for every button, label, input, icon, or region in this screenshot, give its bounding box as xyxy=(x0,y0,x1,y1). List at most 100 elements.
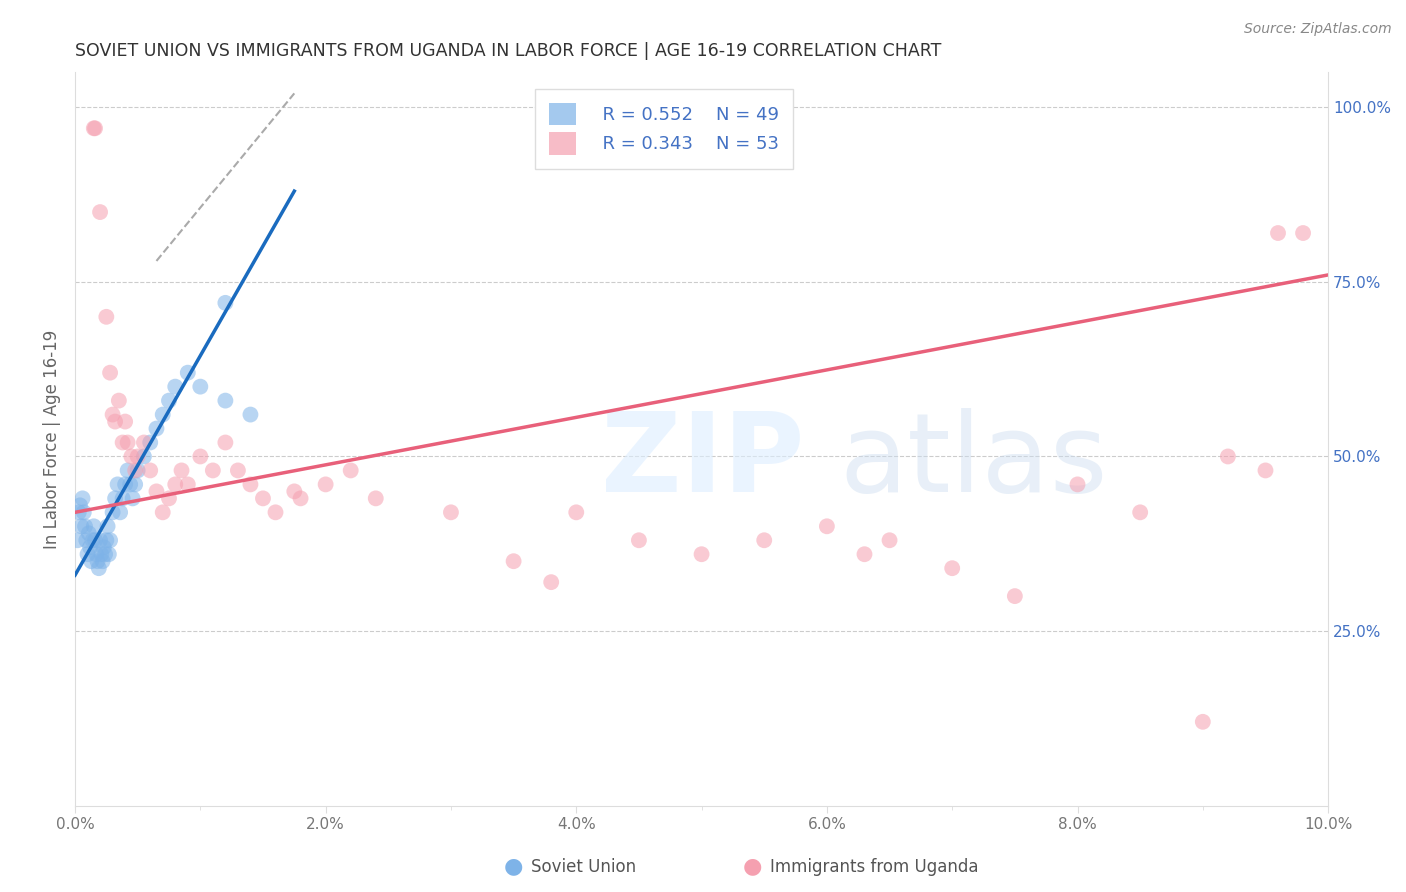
Text: ●: ● xyxy=(742,856,762,876)
Point xyxy=(93,540,115,554)
Point xyxy=(72,491,94,506)
Point xyxy=(67,505,90,519)
Point xyxy=(127,450,149,464)
Point xyxy=(83,121,105,136)
Text: ZIP: ZIP xyxy=(602,408,804,515)
Text: SOVIET UNION VS IMMIGRANTS FROM UGANDA IN LABOR FORCE | AGE 16-19 CORRELATION CH: SOVIET UNION VS IMMIGRANTS FROM UGANDA I… xyxy=(75,42,942,60)
Point xyxy=(152,408,174,422)
Point xyxy=(1129,505,1152,519)
Point xyxy=(132,435,155,450)
Point xyxy=(86,554,108,568)
Point xyxy=(152,505,174,519)
Point xyxy=(165,379,187,393)
Point xyxy=(94,547,117,561)
Text: Source: ZipAtlas.com: Source: ZipAtlas.com xyxy=(1244,22,1392,37)
Point xyxy=(1254,463,1277,477)
Point xyxy=(108,393,131,408)
Point xyxy=(70,519,93,533)
Point xyxy=(84,533,107,548)
Point xyxy=(132,450,155,464)
Point xyxy=(89,205,111,219)
Point xyxy=(111,435,134,450)
Point xyxy=(941,561,963,575)
Point xyxy=(139,435,162,450)
Point xyxy=(127,463,149,477)
Point xyxy=(114,415,136,429)
Point xyxy=(440,505,463,519)
Point xyxy=(188,450,211,464)
Point xyxy=(1191,714,1213,729)
Point xyxy=(177,366,200,380)
Point xyxy=(239,408,262,422)
Point xyxy=(157,491,180,506)
Point xyxy=(79,540,101,554)
Point xyxy=(201,463,224,477)
Point xyxy=(1292,226,1315,240)
Point xyxy=(170,463,193,477)
Point xyxy=(565,505,588,519)
Point xyxy=(540,575,562,590)
Point xyxy=(264,505,287,519)
Point xyxy=(117,463,139,477)
Point xyxy=(107,477,129,491)
Point xyxy=(91,554,114,568)
Point xyxy=(96,310,118,324)
Point xyxy=(124,463,146,477)
Point xyxy=(690,547,713,561)
Point xyxy=(101,408,124,422)
Point xyxy=(239,477,262,491)
Text: Soviet Union: Soviet Union xyxy=(531,858,637,876)
Point xyxy=(117,435,139,450)
Point xyxy=(73,505,96,519)
Point xyxy=(339,463,361,477)
Point xyxy=(101,505,124,519)
Y-axis label: In Labor Force | Age 16-19: In Labor Force | Age 16-19 xyxy=(44,329,60,549)
Point xyxy=(98,366,121,380)
Point xyxy=(502,554,524,568)
Point xyxy=(226,463,249,477)
Point xyxy=(80,554,103,568)
Point xyxy=(73,519,96,533)
Point xyxy=(96,533,118,548)
Point xyxy=(145,421,167,435)
Point xyxy=(120,477,142,491)
Point xyxy=(165,477,187,491)
Point xyxy=(1066,477,1088,491)
Point xyxy=(627,533,650,548)
Point xyxy=(76,547,98,561)
Point xyxy=(82,533,104,548)
Point xyxy=(86,547,108,561)
Point xyxy=(83,519,105,533)
Text: Immigrants from Uganda: Immigrants from Uganda xyxy=(770,858,979,876)
Point xyxy=(124,477,146,491)
Point xyxy=(111,491,134,506)
Text: atlas: atlas xyxy=(839,408,1108,515)
Point xyxy=(84,121,107,136)
Point xyxy=(77,526,100,541)
Point xyxy=(90,547,112,561)
Point xyxy=(157,393,180,408)
Point xyxy=(89,533,111,548)
Point xyxy=(214,435,236,450)
Point xyxy=(315,477,337,491)
Point xyxy=(252,491,274,506)
Point xyxy=(120,450,142,464)
Point xyxy=(97,519,120,533)
Point xyxy=(214,393,236,408)
Point xyxy=(853,547,876,561)
Point xyxy=(97,547,120,561)
Point xyxy=(87,561,110,575)
Point xyxy=(104,491,127,506)
Point xyxy=(104,415,127,429)
Point xyxy=(69,499,91,513)
Point xyxy=(188,379,211,393)
Point xyxy=(1267,226,1289,240)
Point xyxy=(98,533,121,548)
Point xyxy=(139,463,162,477)
Point xyxy=(364,491,387,506)
Point xyxy=(1216,450,1239,464)
Point xyxy=(754,533,776,548)
Point xyxy=(879,533,901,548)
Point xyxy=(66,533,89,548)
Point xyxy=(1004,589,1026,603)
